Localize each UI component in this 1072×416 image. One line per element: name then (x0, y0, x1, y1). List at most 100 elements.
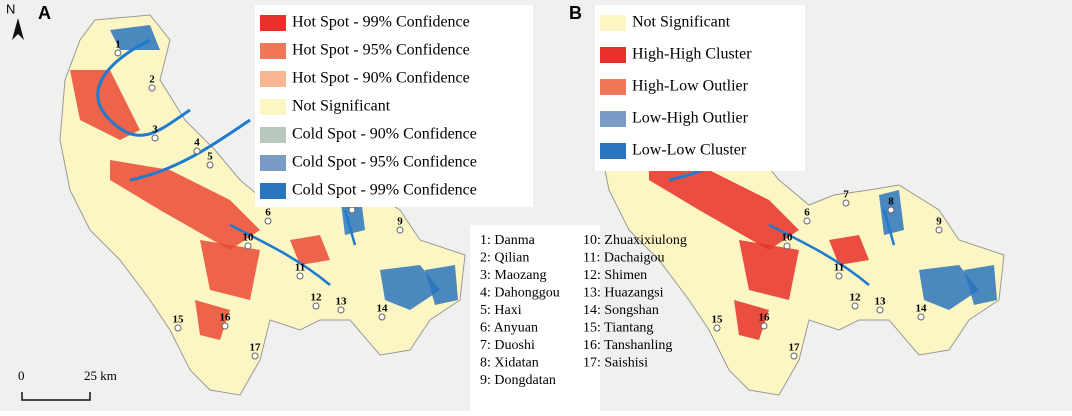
legend-background (595, 5, 805, 171)
hot-area (110, 160, 260, 250)
legend-swatch (260, 183, 286, 199)
site-label: 13 (336, 296, 348, 308)
hot-area (739, 240, 799, 300)
legend-label: Cold Spot - 90% Confidence (292, 126, 477, 143)
legend-swatch (260, 15, 286, 31)
hot-area (70, 70, 140, 140)
panel-label: B (569, 3, 582, 23)
site-label: 7 (843, 189, 849, 201)
legend-label: Cold Spot - 95% Confidence (292, 154, 477, 171)
site-list-entry: 12: Shimen (583, 268, 647, 283)
site-list-entry: 3: Maozang (480, 268, 546, 283)
site-label: 8 (888, 196, 894, 208)
site-marker (151, 134, 159, 142)
site-marker (378, 313, 386, 321)
site-label: 15 (173, 314, 185, 326)
site-marker (296, 272, 304, 280)
site-list-entry: 17: Saishisi (583, 356, 648, 371)
site-list-entry: 8: Xidatan (480, 356, 539, 371)
legend-swatch (600, 47, 626, 63)
scale-end: 25 km (84, 368, 117, 383)
river (229, 209, 357, 286)
site-marker (337, 306, 345, 314)
legend-swatch (600, 79, 626, 95)
site-label: 10 (782, 232, 794, 244)
hot-area (734, 300, 769, 340)
site-label: 10 (243, 232, 255, 244)
site-marker (842, 199, 850, 207)
cold-area (964, 265, 997, 305)
legend-swatch (600, 15, 626, 31)
site-label: 14 (916, 303, 928, 315)
site-marker (206, 161, 214, 169)
arrow (12, 18, 24, 40)
site-marker (876, 306, 884, 314)
site-marker (114, 49, 122, 57)
site-marker (251, 352, 259, 360)
site-label: 3 (152, 124, 158, 136)
cold-area (380, 265, 440, 310)
legend-label: Hot Spot - 90% Confidence (292, 70, 470, 87)
site-list-entry: 6: Anyuan (480, 321, 538, 336)
site-marker (396, 226, 404, 234)
site-label: 11 (295, 262, 305, 274)
site-list-entry: 9: Dongdatan (480, 373, 556, 388)
legend-label: Not Significant (292, 98, 391, 115)
site-label: 16 (220, 312, 232, 324)
site-label: 2 (149, 74, 155, 86)
legend-background (255, 5, 533, 207)
north-arrow: N (6, 1, 24, 40)
site-list-entry: 10: Zhuaxixiulong (583, 233, 687, 248)
list-background (470, 225, 600, 411)
site-marker (244, 242, 252, 250)
legend-swatch (260, 43, 286, 59)
site-marker (193, 147, 201, 155)
site-marker (790, 352, 798, 360)
site-label: 9 (936, 216, 942, 228)
site-label: 9 (397, 216, 403, 228)
hot-area (649, 160, 799, 250)
site-label: 5 (207, 151, 213, 163)
legend-label: Hot Spot - 99% Confidence (292, 14, 470, 31)
site-marker (887, 206, 895, 214)
site-label: 12 (311, 292, 323, 304)
site-marker (264, 217, 272, 225)
site-list-entry: 4: Dahonggou (480, 286, 560, 301)
scale-bar: 0 25 km (18, 368, 117, 401)
site-marker (803, 217, 811, 225)
site-list-entry: 14: Songshan (583, 303, 659, 318)
legend-label: Low-Low Cluster (632, 142, 747, 159)
hot-area (195, 300, 230, 340)
hot-area (200, 240, 260, 300)
site-label: 6 (265, 207, 271, 219)
hot-area (829, 235, 869, 265)
site-label: 17 (250, 342, 262, 354)
legend-swatch (600, 143, 626, 159)
site-marker (917, 313, 925, 321)
panel-label: A (38, 3, 51, 23)
legend-swatch (260, 99, 286, 115)
site-list-entry: 11: Dachaigou (583, 251, 665, 266)
legend-label: Not Significant (632, 14, 731, 31)
site-marker (851, 302, 859, 310)
site-list-entry: 2: Qilian (480, 251, 529, 266)
site-label: 6 (804, 207, 810, 219)
legend-label: Low-High Outlier (632, 110, 749, 127)
legend-label: Hot Spot - 95% Confidence (292, 42, 470, 59)
cold-area (919, 265, 979, 310)
cold-area (425, 265, 458, 305)
legend-label: High-Low Outlier (632, 78, 749, 95)
site-label: 15 (712, 314, 724, 326)
legend-swatch (600, 111, 626, 127)
legend-swatch (260, 127, 286, 143)
site-marker (312, 302, 320, 310)
scale-line (21, 392, 91, 401)
legend-swatch (260, 71, 286, 87)
site-label: 4 (194, 137, 200, 149)
site-label: 14 (377, 303, 389, 315)
legend-label: Cold Spot - 99% Confidence (292, 182, 477, 199)
site-label: 1 (115, 39, 121, 51)
site-marker (174, 324, 182, 332)
site-marker (221, 322, 229, 330)
